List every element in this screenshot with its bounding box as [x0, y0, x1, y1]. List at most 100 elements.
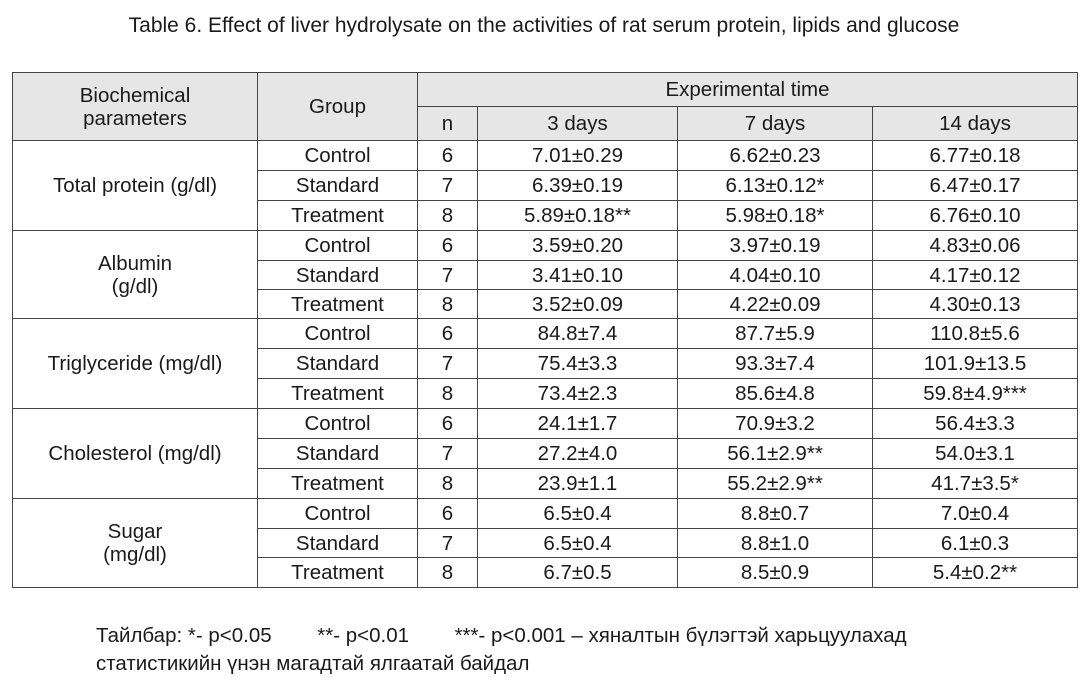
day3-cell: 84.8±7.4 [477, 318, 678, 349]
day3-cell: 6.7±0.5 [477, 557, 678, 588]
day7-cell: 6.13±0.12* [677, 170, 873, 201]
day14-header: 14 days [872, 106, 1078, 141]
group-cell: Standard [257, 170, 418, 201]
group-cell: Treatment [257, 200, 418, 231]
experimental-time-header: Experimental time [417, 72, 1078, 107]
n-cell: 6 [417, 318, 478, 349]
group-cell: Standard [257, 528, 418, 558]
n-cell: 7 [417, 438, 478, 469]
n-cell: 8 [417, 378, 478, 409]
group-header: Group [257, 72, 418, 141]
n-cell: 8 [417, 468, 478, 499]
footnote-label: Тайлбар: [96, 624, 183, 647]
n-cell: 8 [417, 289, 478, 319]
day7-cell: 8.5±0.9 [677, 557, 873, 588]
table-row: Standard 7 6.5±0.4 8.8±1.0 6.1±0.3 [13, 528, 1078, 558]
day7-cell: 4.22±0.09 [677, 289, 873, 319]
day7-cell: 85.6±4.8 [677, 378, 873, 409]
table-row: Treatment 8 5.89±0.18** 5.98±0.18* 6.76±… [13, 200, 1078, 231]
day3-cell: 23.9±1.1 [477, 468, 678, 499]
parameter-name: Total protein (g/dl) [52, 174, 218, 197]
footnote-item-1: *- p<0.05 [187, 624, 272, 647]
day7-header: 7 days [677, 106, 873, 141]
day14-cell: 7.0±0.4 [872, 498, 1078, 529]
table-row: Triglyceride (mg/dl) Control 6 84.8±7.4 … [12, 318, 1078, 409]
group-cell: Control [257, 230, 418, 261]
group-cell: Treatment [257, 468, 418, 499]
day3-cell: 75.4±3.3 [477, 348, 678, 379]
n-cell: 7 [417, 260, 478, 290]
parameter-name: Cholesterol (mg/dl) [48, 442, 222, 465]
n-cell: 6 [417, 140, 478, 171]
day3-cell: 27.2±4.0 [477, 438, 678, 469]
table-row: Treatment 8 6.7±0.5 8.5±0.9 5.4±0.2** [13, 557, 1078, 588]
parameter-name: Albumin [97, 251, 173, 275]
n-cell: 6 [417, 408, 478, 439]
parameter-header-line1: Biochemical [79, 83, 191, 107]
day14-cell: 6.77±0.18 [872, 140, 1078, 171]
footnote-item-3: ***- p<0.001 – хяналтын бүлэгтэй харьцуу… [454, 624, 907, 647]
footnote-line2: статистикийн үнэн магадтай ялгаатай байд… [96, 652, 530, 675]
n-cell: 6 [417, 498, 478, 529]
table-caption: Table 6. Effect of liver hydrolysate on … [128, 14, 960, 37]
group-cell: Standard [257, 260, 418, 290]
n-cell: 7 [417, 170, 478, 201]
day7-cell: 70.9±3.2 [677, 408, 873, 439]
day14-cell: 4.83±0.06 [872, 230, 1078, 261]
table-row: Treatment 8 23.9±1.1 55.2±2.9** 41.7±3.5… [13, 468, 1078, 499]
day3-header: 3 days [477, 106, 678, 141]
parameter-unit: (mg/dl) [103, 543, 167, 566]
day7-cell: 5.98±0.18* [677, 200, 873, 231]
n-cell: 8 [417, 200, 478, 231]
table-row: Sugar (mg/dl) Control 6 6.5±0.4 8.8±0.7 … [12, 498, 1078, 588]
table-row: Treatment 8 73.4±2.3 85.6±4.8 59.8±4.9**… [13, 378, 1078, 409]
table-row: Standard 7 6.39±0.19 6.13±0.12* 6.47±0.1… [13, 170, 1078, 201]
day14-cell: 4.17±0.12 [872, 260, 1078, 290]
group-cell: Treatment [257, 378, 418, 409]
day3-cell: 6.39±0.19 [477, 170, 678, 201]
table-row: Standard 7 3.41±0.10 4.04±0.10 4.17±0.12 [13, 260, 1078, 290]
group-cell: Control [257, 318, 418, 349]
day7-cell: 6.62±0.23 [677, 140, 873, 171]
group-cell: Control [257, 408, 418, 439]
day14-cell: 6.47±0.17 [872, 170, 1078, 201]
group-cell: Treatment [257, 557, 418, 588]
day14-cell: 6.76±0.10 [872, 200, 1078, 231]
group-cell: Treatment [257, 289, 418, 319]
group-cell: Control [257, 498, 418, 529]
n-cell: 6 [417, 230, 478, 261]
parameter-cell: Total protein (g/dl) [12, 140, 258, 231]
day14-cell: 4.30±0.13 [872, 289, 1078, 319]
day14-cell: 101.9±13.5 [872, 348, 1078, 379]
day14-cell: 110.8±5.6 [872, 318, 1078, 349]
parameter-cell: Albumin (g/dl) [12, 230, 258, 319]
day3-cell: 6.5±0.4 [477, 528, 678, 558]
parameter-name: Sugar [107, 520, 163, 543]
day3-cell: 6.5±0.4 [477, 498, 678, 529]
parameter-cell: Sugar (mg/dl) [12, 498, 258, 588]
footnote-line1: Тайлбар: *- p<0.05 **- p<0.01 ***- p<0.0… [96, 622, 1076, 650]
day7-cell: 8.8±1.0 [677, 528, 873, 558]
day7-cell: 3.97±0.19 [677, 230, 873, 261]
day14-cell: 59.8±4.9*** [872, 378, 1078, 409]
day3-cell: 3.59±0.20 [477, 230, 678, 261]
table-row: Albumin (g/dl) Control 6 3.59±0.20 3.97±… [12, 230, 1078, 319]
day14-cell: 56.4±3.3 [872, 408, 1078, 439]
parameter-cell: Triglyceride (mg/dl) [12, 318, 258, 409]
table-row: Cholesterol (mg/dl) Control 6 24.1±1.7 7… [12, 408, 1078, 499]
table-row: Standard 7 27.2±4.0 56.1±2.9** 54.0±3.1 [13, 438, 1078, 469]
day3-cell: 24.1±1.7 [477, 408, 678, 439]
group-cell: Control [257, 140, 418, 171]
table-row: Standard 7 75.4±3.3 93.3±7.4 101.9±13.5 [13, 348, 1078, 379]
day3-cell: 73.4±2.3 [477, 378, 678, 409]
n-cell: 7 [417, 528, 478, 558]
footnote: Тайлбар: *- p<0.05 **- p<0.01 ***- p<0.0… [96, 622, 1076, 678]
day14-cell: 41.7±3.5* [872, 468, 1078, 499]
day3-cell: 5.89±0.18** [477, 200, 678, 231]
day3-cell: 7.01±0.29 [477, 140, 678, 171]
day14-cell: 5.4±0.2** [872, 557, 1078, 588]
n-header: n [417, 106, 478, 141]
day7-cell: 87.7±5.9 [677, 318, 873, 349]
day7-cell: 8.8±0.7 [677, 498, 873, 529]
footnote-item-2: **- p<0.01 [317, 624, 409, 647]
